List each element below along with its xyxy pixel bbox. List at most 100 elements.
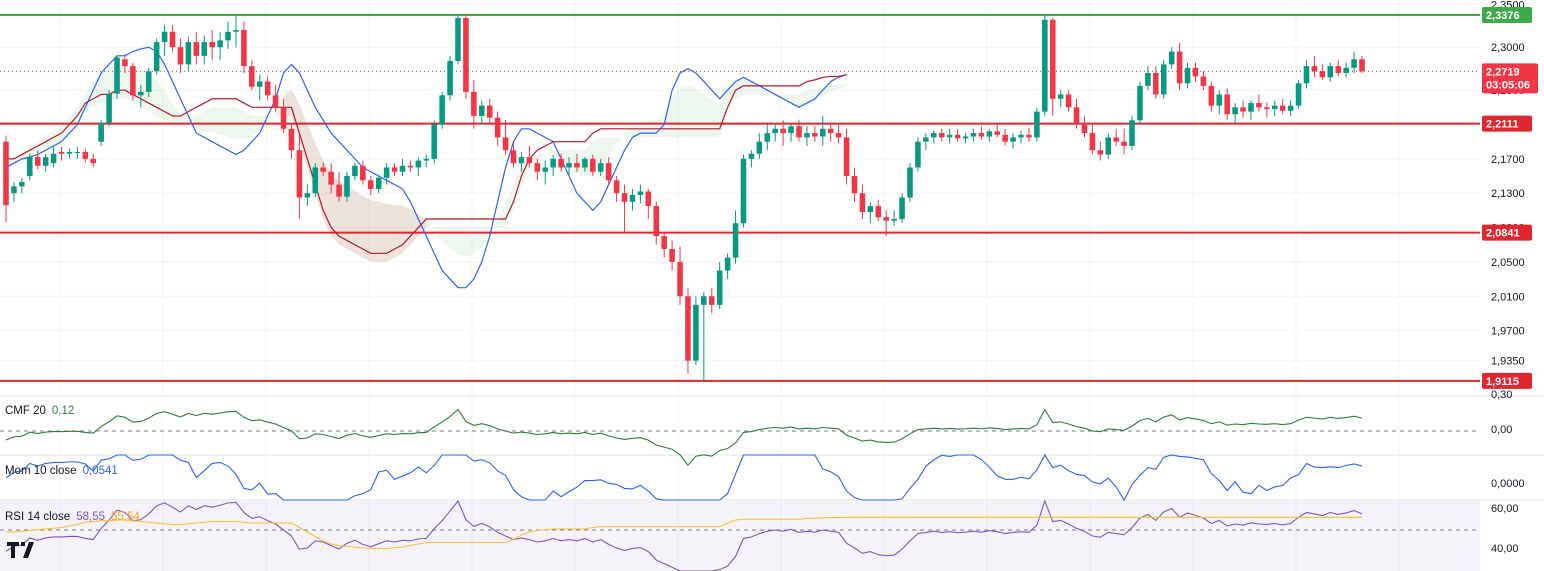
- candle-body: [201, 42, 208, 56]
- ichimoku-cloud: [6, 63, 847, 262]
- candle-body: [106, 93, 112, 123]
- candle-body: [241, 30, 247, 67]
- candle-body: [1042, 19, 1048, 112]
- candle-body: [1287, 105, 1294, 111]
- candle-body: [1184, 67, 1191, 84]
- candle-body: [375, 177, 382, 189]
- candle-body: [447, 60, 453, 96]
- level-badge: [1482, 224, 1532, 241]
- candle-body: [1089, 133, 1096, 151]
- current-price-label: 2,2719: [1486, 66, 1520, 78]
- candle-body: [11, 186, 17, 194]
- candle-body: [82, 151, 89, 159]
- candle-body: [19, 182, 25, 187]
- candle-body: [463, 18, 469, 92]
- candle-body: [138, 91, 144, 96]
- candle-body: [34, 157, 41, 166]
- candle-body: [58, 151, 65, 154]
- candle-body: [360, 165, 366, 181]
- mom-value: 0,0541: [82, 465, 118, 477]
- candle-body: [233, 30, 239, 32]
- candle-body: [1176, 51, 1183, 84]
- candle-body: [74, 151, 81, 153]
- candle-body: [1232, 107, 1238, 115]
- candle-body: [439, 95, 445, 125]
- mom-title: Mom 10 close: [5, 465, 77, 477]
- candle-body: [1097, 150, 1104, 155]
- candle-body: [169, 31, 176, 48]
- candle-body: [1153, 72, 1159, 95]
- candle-body: [954, 134, 961, 139]
- candle-body: [145, 71, 152, 92]
- current-price-badge: [1482, 63, 1538, 94]
- price-tick-label: 2,3500: [1491, 0, 1525, 11]
- candle-body: [1335, 66, 1341, 73]
- candle-body: [1256, 103, 1262, 108]
- candle-body: [645, 191, 652, 207]
- candle-body: [1200, 76, 1207, 86]
- candle-body: [1224, 94, 1230, 115]
- candle-body: [114, 57, 120, 94]
- candle-body: [209, 42, 215, 48]
- candle-body: [455, 18, 461, 61]
- candle-body: [352, 165, 358, 177]
- candle-body: [558, 158, 564, 168]
- candle-body: [788, 126, 794, 134]
- rsi-legend[interactable]: RSI 14 close 58,55 55,54: [5, 511, 146, 523]
- candle-body: [249, 66, 255, 87]
- candle-body: [629, 194, 636, 202]
- candle-body: [391, 167, 398, 172]
- candle-body: [1105, 137, 1112, 155]
- candle-body: [986, 131, 993, 137]
- candle-body: [827, 128, 834, 134]
- candle-body: [923, 137, 929, 142]
- candle-body: [272, 95, 279, 108]
- candle-body: [891, 218, 897, 221]
- candle-body: [526, 157, 533, 164]
- candle-body: [534, 163, 541, 172]
- candle-body: [1303, 66, 1310, 84]
- candle-body: [510, 150, 517, 164]
- candle-body: [566, 163, 572, 168]
- candle-body: [637, 191, 644, 195]
- candle-body: [931, 133, 937, 138]
- candle-body: [312, 167, 319, 194]
- candle-body: [256, 81, 263, 87]
- candle-body: [383, 167, 390, 178]
- candle-body: [264, 81, 271, 96]
- candle-body: [590, 158, 596, 172]
- candle-body: [1073, 107, 1080, 123]
- candle-body: [177, 47, 184, 65]
- cmf-legend[interactable]: CMF 20 0,12: [5, 405, 80, 417]
- candle-body: [1271, 105, 1278, 110]
- price-tick-label: 2,0100: [1491, 291, 1525, 303]
- candle-body: [1264, 107, 1270, 110]
- cloud-area-b: [283, 89, 427, 262]
- candle-body: [859, 193, 866, 213]
- candle-body: [1121, 141, 1127, 146]
- candle-body: [613, 180, 620, 194]
- candle-body: [1026, 134, 1032, 138]
- tradingview-logo[interactable]: [7, 539, 39, 559]
- price-axis: 2,35002,30002,25002,21002,17002,13002,09…: [1491, 0, 1525, 368]
- indicator-tick-label: 0,00: [1491, 424, 1512, 436]
- candle-body: [1145, 72, 1151, 86]
- candle-body: [431, 124, 437, 159]
- candle-body: [550, 158, 556, 168]
- rsi-ma-line: [6, 516, 1362, 550]
- mom-legend[interactable]: Mom 10 close 0,0541: [5, 465, 124, 477]
- cmf-title: CMF 20: [5, 405, 46, 417]
- candle-body: [415, 160, 422, 168]
- candle-body: [772, 128, 778, 134]
- candle-body: [1319, 71, 1326, 78]
- indicator-panes: 0,30 0,00 0,0000 60,00 40,00: [0, 389, 1544, 571]
- level-badge: [1482, 6, 1532, 23]
- candle-body: [50, 153, 57, 164]
- candle-body: [288, 128, 295, 151]
- price-tick-label: 2,1300: [1491, 188, 1525, 200]
- candle-body: [98, 122, 104, 142]
- candle-body: [1057, 94, 1064, 99]
- candle-body: [669, 249, 675, 262]
- candle-body: [193, 42, 200, 56]
